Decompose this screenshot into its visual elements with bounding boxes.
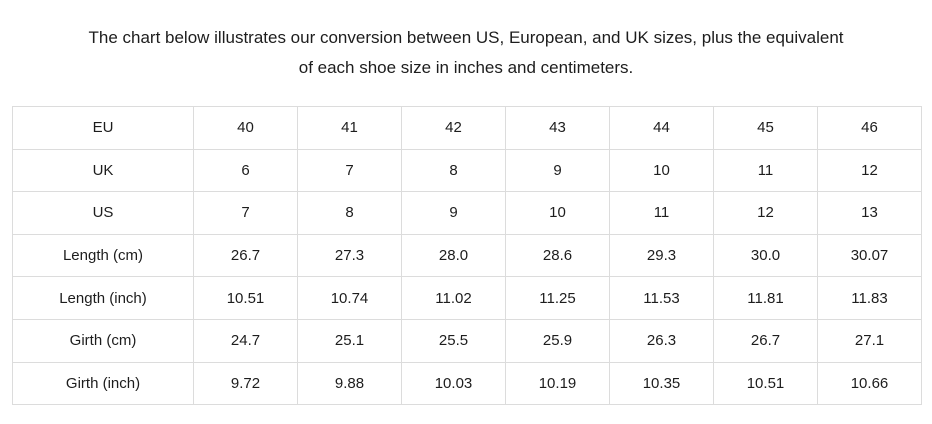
table-cell: 45 (713, 106, 818, 150)
table-cell: 11.53 (609, 276, 714, 320)
table-cell: 46 (817, 106, 922, 150)
table-cell: 9.88 (297, 361, 402, 406)
table-cell: 40 (193, 106, 298, 150)
table-cell: 12 (713, 191, 818, 235)
row-header: Length (cm) (12, 233, 194, 278)
table-cell: 26.7 (713, 318, 818, 363)
table-row-eu: EU 40 41 42 43 44 45 46 (12, 106, 922, 150)
table-cell: 6 (193, 148, 298, 193)
table-cell: 10.74 (297, 276, 402, 320)
table-cell: 10.35 (609, 361, 714, 406)
table-cell: 29.3 (609, 233, 714, 278)
table-cell: 26.3 (609, 318, 714, 363)
table-row-us: US 7 8 9 10 11 12 13 (12, 191, 922, 235)
table-cell: 25.5 (401, 318, 506, 363)
table-cell: 12 (817, 148, 922, 193)
row-header: Girth (inch) (12, 361, 194, 406)
table-cell: 43 (505, 106, 610, 150)
size-conversion-table: EU 40 41 42 43 44 45 46 UK 6 7 8 9 10 11… (12, 106, 922, 406)
table-cell: 10.03 (401, 361, 506, 406)
table-cell: 11.25 (505, 276, 610, 320)
table-cell: 10.19 (505, 361, 610, 406)
table-cell: 41 (297, 106, 402, 150)
table-cell: 9 (401, 191, 506, 235)
table-row-length-inch: Length (inch) 10.51 10.74 11.02 11.25 11… (12, 276, 922, 320)
table-cell: 10 (609, 148, 714, 193)
row-header: Length (inch) (12, 276, 194, 320)
table-cell: 9 (505, 148, 610, 193)
row-header: UK (12, 148, 194, 193)
table-cell: 27.3 (297, 233, 402, 278)
table-cell: 10.66 (817, 361, 922, 406)
table-cell: 28.6 (505, 233, 610, 278)
table-cell: 11.83 (817, 276, 922, 320)
table-cell: 28.0 (401, 233, 506, 278)
table-cell: 8 (401, 148, 506, 193)
page-title-line2: of each shoe size in inches and centimet… (298, 58, 634, 77)
table-cell: 10 (505, 191, 610, 235)
table-cell: 10.51 (193, 276, 298, 320)
table-row-girth-cm: Girth (cm) 24.7 25.1 25.5 25.9 26.3 26.7… (12, 318, 922, 363)
table-cell: 11 (609, 191, 714, 235)
table-row-uk: UK 6 7 8 9 10 11 12 (12, 148, 922, 193)
table-cell: 25.9 (505, 318, 610, 363)
table-cell: 26.7 (193, 233, 298, 278)
page-title-line1: The chart below illustrates our conversi… (88, 28, 844, 47)
table-cell: 30.07 (817, 233, 922, 278)
row-header: Girth (cm) (12, 318, 194, 363)
table-cell: 13 (817, 191, 922, 235)
table-cell: 7 (297, 148, 402, 193)
table-cell: 44 (609, 106, 714, 150)
table-cell: 7 (193, 191, 298, 235)
table-row-length-cm: Length (cm) 26.7 27.3 28.0 28.6 29.3 30.… (12, 233, 922, 278)
table-cell: 42 (401, 106, 506, 150)
table-cell: 9.72 (193, 361, 298, 406)
table-cell: 30.0 (713, 233, 818, 278)
table-cell: 24.7 (193, 318, 298, 363)
table-cell: 25.1 (297, 318, 402, 363)
table-cell: 27.1 (817, 318, 922, 363)
table-cell: 11.81 (713, 276, 818, 320)
table-cell: 11.02 (401, 276, 506, 320)
row-header: EU (12, 106, 194, 150)
table-cell: 8 (297, 191, 402, 235)
table-cell: 11 (713, 148, 818, 193)
row-header: US (12, 191, 194, 235)
table-row-girth-inch: Girth (inch) 9.72 9.88 10.03 10.19 10.35… (12, 361, 922, 406)
table-cell: 10.51 (713, 361, 818, 406)
page-title: The chart below illustrates our conversi… (0, 17, 932, 83)
